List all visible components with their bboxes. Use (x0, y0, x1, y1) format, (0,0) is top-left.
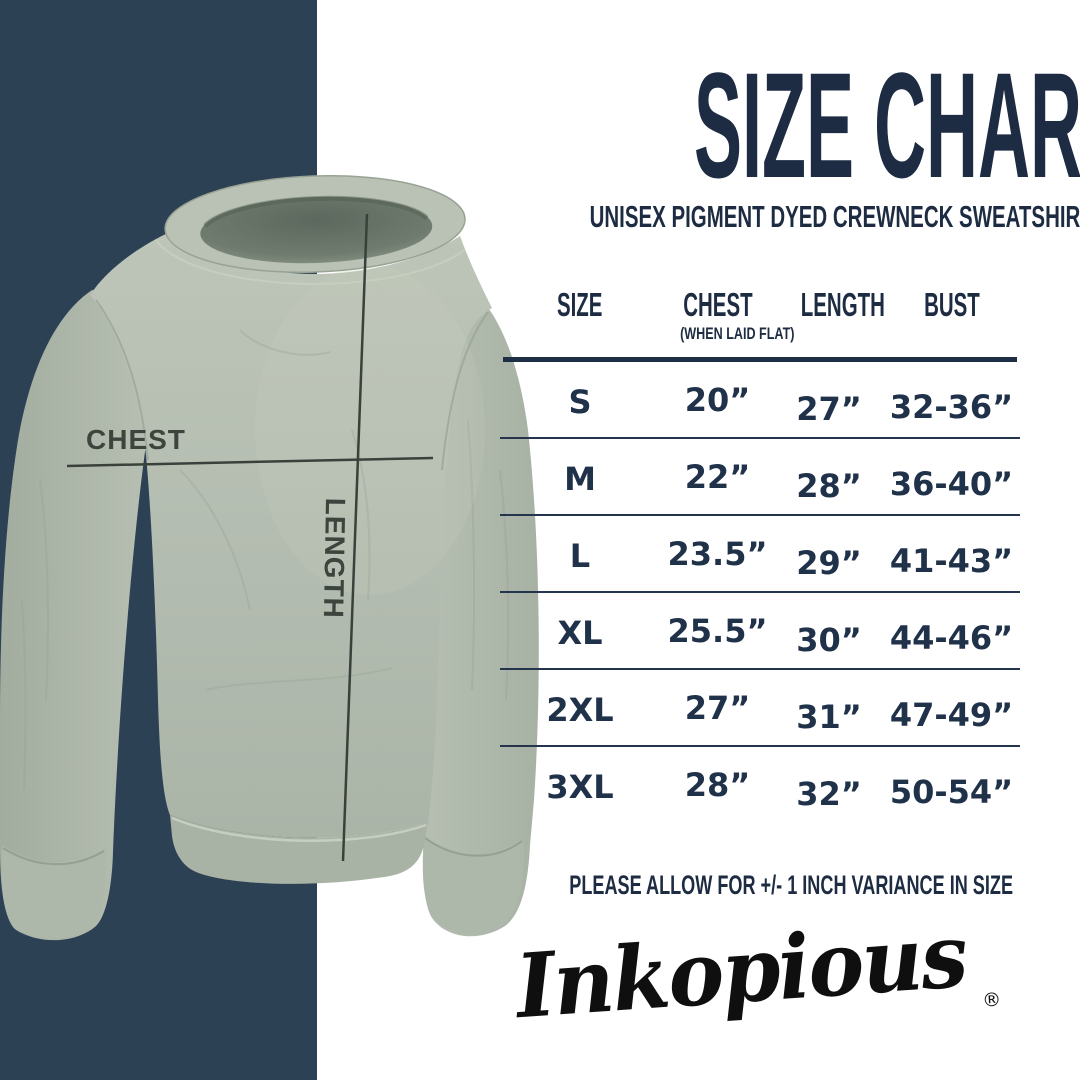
table-row: S 20” 27” 32-36” (500, 362, 1020, 439)
bust-cell: 47-49” (889, 695, 1014, 734)
left-sleeve (0, 290, 150, 941)
chest-cell: 23.5” (667, 534, 768, 573)
sweatshirt-photo (0, 174, 539, 941)
chest-cell: 27” (684, 688, 751, 727)
crew-collar (164, 174, 466, 274)
table-row: 2XL 27” 31” 47-49” (500, 670, 1020, 747)
length-cell: 30” (796, 620, 862, 659)
length-cell: 29” (796, 543, 862, 582)
col-header-bust: BUST (923, 286, 980, 323)
chest-cell: 25.5” (667, 611, 768, 650)
product-subtitle: UNISEX PIGMENT DYED CREWNECK SWEATSHIRT (460, 201, 1080, 232)
length-cell: 32” (796, 774, 862, 813)
col-header-length: LENGTH (800, 286, 885, 323)
bust-cell: 36-40” (889, 464, 1014, 503)
hem-band (170, 815, 428, 884)
size-cell: S (568, 382, 592, 421)
product-subtitle-text: UNISEX PIGMENT DYED CREWNECK SWEATSHIRT (589, 199, 1080, 234)
page-title-text: SIZE CHART (694, 41, 1080, 209)
col-header-size: SIZE (557, 286, 603, 323)
size-cell: M (564, 459, 596, 498)
chest-cell: 20” (684, 380, 751, 419)
variance-note: PLEASE ALLOW FOR +/- 1 INCH VARIANCE IN … (569, 870, 1014, 900)
size-cell: 3XL (546, 767, 614, 806)
size-cell: L (569, 536, 591, 575)
size-table: S 20” 27” 32-36” M 22” 28” 36-40” L 23.5… (500, 362, 1020, 822)
page-title: SIZE CHART (460, 50, 1080, 200)
table-row: XL 25.5” 30” 44-46” (500, 593, 1020, 670)
right-sleeve (422, 278, 539, 937)
chest-measure-line (66, 456, 434, 468)
col-header-chest: CHEST (WHEN LAID FLAT) (660, 288, 795, 344)
length-measure-label: LENGTH (317, 497, 351, 620)
bust-cell: 41-43” (889, 541, 1014, 580)
table-row: M 22” 28” 36-40” (500, 439, 1020, 516)
size-chart-panel: SIZE CHART UNISEX PIGMENT DYED CREWNECK … (500, 0, 1080, 1080)
inkopious-logo-text: Inkopious (512, 903, 969, 1039)
size-cell: XL (557, 613, 603, 652)
chest-measure-label: CHEST (86, 424, 186, 455)
bust-cell: 50-54” (889, 772, 1014, 811)
inkopious-logo: Inkopious ® (477, 903, 1022, 1039)
length-cell: 31” (796, 697, 862, 736)
length-cell: 27” (796, 389, 862, 428)
length-cell: 28” (796, 466, 862, 505)
chest-note: (WHEN LAID FLAT) (680, 324, 795, 343)
header-rule (503, 357, 1017, 362)
table-row: L 23.5” 29” 41-43” (500, 516, 1020, 593)
table-row: 3XL 28” 32” 50-54” (500, 747, 1020, 822)
registered-mark: ® (981, 988, 1002, 1012)
size-cell: 2XL (546, 690, 614, 729)
chest-cell: 22” (684, 457, 751, 496)
body-panel (90, 232, 492, 838)
bust-cell: 44-46” (889, 618, 1014, 657)
bust-cell: 32-36” (889, 387, 1014, 426)
chest-cell: 28” (684, 765, 751, 804)
table-header-row: SIZE CHEST (WHEN LAID FLAT) LENGTH BUST (500, 288, 1020, 344)
length-measure-line (341, 213, 369, 862)
